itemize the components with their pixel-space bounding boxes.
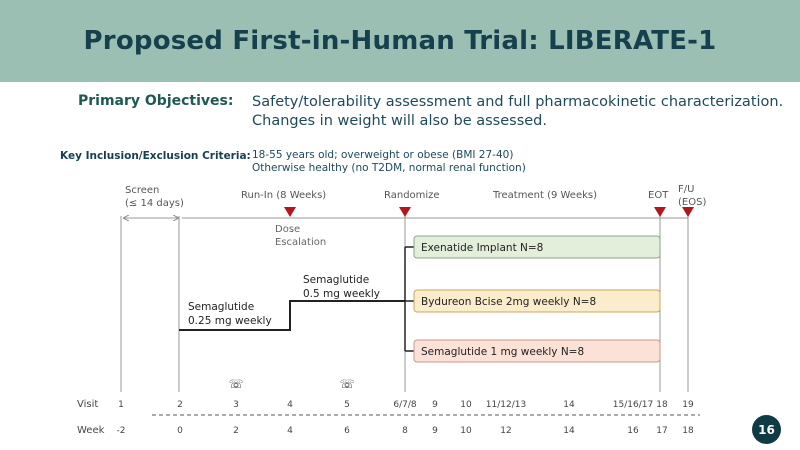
- step1-dose-label: 0.25 mg weekly: [188, 315, 272, 327]
- arm-label: Semaglutide 1 mg weekly N=8: [421, 346, 584, 358]
- phone-icon: ☏: [339, 377, 354, 391]
- week-number: 9: [432, 426, 438, 436]
- visit-row-label: Visit: [77, 399, 98, 410]
- fu-marker: [682, 207, 694, 217]
- arm-box: [413, 339, 661, 363]
- criteria-text: 18-55 years old; overweight or obese (BM…: [252, 149, 772, 175]
- week-number: 18: [682, 426, 694, 436]
- phase-eot-label: EOT: [648, 190, 669, 201]
- dose-step-line: [179, 300, 405, 331]
- phase-treatment-label: Treatment (9 Weeks): [492, 190, 597, 201]
- objectives-line: Safety/tolerability assessment and full …: [252, 94, 784, 110]
- step1-drug-label: Semaglutide: [188, 301, 254, 313]
- visit-number: 2: [177, 400, 183, 410]
- criteria-label: Key Inclusion/Exclusion Criteria:: [60, 150, 251, 162]
- phase-eos-label: (EOS): [678, 197, 706, 208]
- visit-number: 18: [656, 400, 668, 410]
- week-number: 16: [627, 426, 639, 436]
- visit-number: 3: [233, 400, 239, 410]
- objectives-line: Changes in weight will also be assessed.: [252, 113, 547, 129]
- arm-label: Bydureon Bcise 2mg weekly N=8: [421, 296, 596, 308]
- dose-escalation-label-2: Escalation: [275, 237, 326, 248]
- objectives-label: Primary Objectives:: [78, 93, 234, 109]
- objectives-text: Safety/tolerability assessment and full …: [252, 93, 792, 131]
- page-number: 16: [752, 415, 781, 444]
- header-bar: [0, 0, 800, 82]
- phase-screen-label: Screen: [125, 185, 159, 196]
- visit-number: 6/7/8: [393, 400, 417, 410]
- week-number: 4: [287, 426, 293, 436]
- treatment-arms: Exenatide Implant N=8 Bydureon Bcise 2mg …: [413, 235, 661, 363]
- phase-randomize-label: Randomize: [384, 190, 440, 201]
- arm-label: Exenatide Implant N=8: [421, 242, 543, 254]
- criteria-line: Otherwise healthy (no T2DM, normal renal…: [252, 162, 526, 174]
- step2-dose-label: 0.5 mg weekly: [303, 288, 380, 300]
- week-number: 0: [177, 426, 183, 436]
- arm-box: [413, 235, 661, 259]
- visit-number: 4: [287, 400, 293, 410]
- week-number: 10: [460, 426, 472, 436]
- phase-fu-label: F/U: [678, 184, 694, 195]
- visit-number: 5: [344, 400, 350, 410]
- visit-number: 1: [118, 400, 124, 410]
- week-number: 2: [233, 426, 239, 436]
- week-number: -2: [117, 426, 126, 436]
- week-number: 12: [500, 426, 511, 436]
- dose-escalation-marker: [284, 207, 296, 217]
- visit-number: 14: [563, 400, 575, 410]
- visit-numbers: 1 2 3 4 5 6/7/8 9 10 11/12/13 14 15/16/17 18 19: [118, 400, 694, 410]
- phone-icon: ☏: [228, 377, 243, 391]
- page-title: Proposed First-in-Human Trial: LIBERATE-…: [83, 26, 717, 56]
- phase-screen-duration: (≤ 14 days): [125, 198, 184, 209]
- eot-marker: [654, 207, 666, 217]
- visit-number: 15/16/17: [613, 400, 653, 410]
- criteria-line: 18-55 years old; overweight or obese (BM…: [252, 149, 514, 161]
- visit-number: 19: [682, 400, 694, 410]
- week-number: 8: [402, 426, 408, 436]
- visit-number: 9: [432, 400, 438, 410]
- arm-box: [413, 289, 661, 313]
- randomize-marker: [399, 207, 411, 217]
- week-number: 6: [344, 426, 350, 436]
- step2-drug-label: Semaglutide: [303, 274, 369, 286]
- week-numbers: -2 0 2 4 6 8 9 10 12 14 16 17 18: [117, 426, 694, 436]
- dose-escalation-label: Dose: [275, 224, 300, 235]
- week-number: 14: [563, 426, 575, 436]
- week-row-label: Week: [77, 425, 105, 436]
- visit-number: 10: [460, 400, 472, 410]
- visit-number: 11/12/13: [486, 400, 526, 410]
- week-number: 17: [656, 426, 667, 436]
- phase-runin-label: Run-In (8 Weeks): [241, 190, 326, 201]
